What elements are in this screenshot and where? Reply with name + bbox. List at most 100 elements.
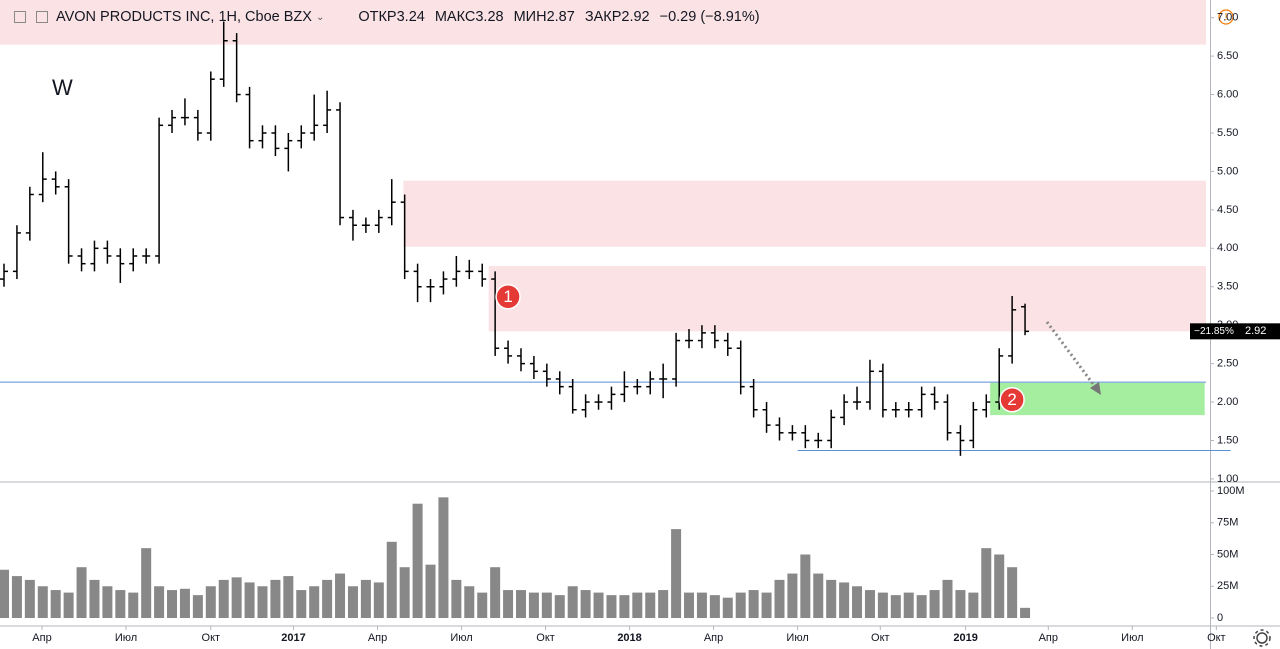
ohlc-bar: [568, 378, 577, 414]
y-tick-label: 2.50: [1217, 358, 1238, 370]
ohlc-bar: [155, 117, 164, 264]
ohlc-bar: [348, 209, 357, 241]
volume-bar: [89, 579, 100, 618]
x-tick-label: Июл: [786, 632, 808, 644]
ohlc-bar: [12, 225, 21, 280]
change: −0.29: [659, 9, 697, 25]
volume-bar: [994, 554, 1005, 618]
ohlc-bar: [387, 179, 396, 226]
y-tick-label: 4.50: [1217, 204, 1238, 216]
chevron[interactable]: ⌄: [315, 11, 325, 23]
volume-bar: [877, 592, 888, 618]
ohlc-bar: [529, 355, 538, 379]
volume-bar: [205, 586, 216, 618]
ohlc-bar: [840, 394, 849, 426]
ohlc-bar: [607, 386, 616, 410]
x-tick-label: 2019: [953, 632, 977, 644]
volume-bar: [619, 595, 630, 618]
volume-bar: [257, 586, 268, 618]
volume-bar: [748, 590, 759, 618]
volume-bar: [296, 590, 307, 618]
ohlc-bar: [581, 394, 590, 418]
ohlc-bar: [853, 386, 862, 410]
x-tick-label: Июл: [115, 632, 137, 644]
ohlc-bar: [478, 263, 487, 287]
ohlc-bar: [206, 71, 215, 141]
ohlc-bar: [491, 271, 500, 356]
settings-icon[interactable]: [1253, 629, 1271, 647]
high-label: МАКС: [434, 9, 476, 25]
ohlc-bar: [633, 378, 642, 395]
expand-icon[interactable]: [14, 11, 26, 23]
volume-bar: [503, 590, 514, 618]
ohlc-bar: [361, 217, 370, 233]
ohlc-bar: [193, 109, 202, 141]
volume-bar: [774, 579, 785, 618]
x-tick-label: 2017: [281, 632, 305, 644]
volume-bar: [373, 582, 384, 618]
volume-bar: [696, 592, 707, 618]
x-tick-label: Окт: [871, 632, 890, 644]
y-tick-label: 1.00: [1217, 473, 1238, 485]
volume-tick-label: 75M: [1217, 517, 1238, 529]
ohlc-bar: [659, 363, 668, 399]
volume-bar: [554, 595, 565, 618]
x-tick-label: Июл: [1121, 632, 1143, 644]
alert-icon[interactable]: [1218, 9, 1234, 25]
legend-header: AVON PRODUCTS INC, 1H, Cboe BZX ⌄ ОТКР 3.2…: [0, 4, 1210, 30]
volume-tick-label: 25M: [1217, 580, 1238, 592]
ohlc-bar: [116, 248, 125, 283]
forecast-arrow-head: [1090, 382, 1101, 395]
price-zone: [488, 265, 1206, 332]
high-value: 3.28: [475, 9, 504, 25]
ohlc-bar: [620, 371, 629, 403]
y-tick-label: 1.50: [1217, 434, 1238, 446]
ohlc-bar: [685, 329, 694, 349]
volume-bar: [231, 577, 242, 618]
volume-tick-label: 100M: [1217, 485, 1245, 497]
volume-bar: [942, 579, 953, 618]
volume-bar: [722, 597, 733, 618]
ohlc-bar: [323, 90, 332, 133]
ohlc-bar: [646, 371, 655, 395]
volume-bar: [761, 592, 772, 618]
y-tick-label: 4.00: [1217, 242, 1238, 254]
y-tick-label: 7.00: [1217, 12, 1238, 24]
volume-bar: [451, 579, 462, 618]
volume-bar: [438, 497, 449, 618]
volume-bar: [515, 590, 526, 618]
ohlc-bar: [697, 325, 706, 349]
volume-bar: [1020, 607, 1031, 618]
ohlc-bar: [930, 386, 939, 410]
volume-tick-label: 0: [1217, 612, 1223, 624]
volume-bar: [179, 588, 190, 618]
ohlc-bar: [775, 417, 784, 441]
volume-bar: [593, 592, 604, 618]
volume-bar: [412, 503, 423, 618]
ohlc-bar: [749, 378, 758, 418]
ohlc-bar: [90, 240, 99, 272]
ohlc-bar: [336, 102, 345, 226]
ohlc-bar: [516, 348, 525, 372]
y-tick-label: 2.00: [1217, 396, 1238, 408]
ohlc-bar: [542, 363, 551, 387]
ohlc-bar: [168, 109, 177, 133]
marker: [495, 283, 521, 310]
volume-bar: [283, 576, 294, 618]
ohlc-bar: [982, 394, 991, 418]
volume-bar: [890, 595, 901, 618]
compare-icon[interactable]: [36, 11, 48, 23]
volume-bar: [606, 595, 617, 618]
symbol-title[interactable]: AVON PRODUCTS INC, 1H, Cboe BZX: [56, 9, 312, 25]
ohlc-bar: [814, 432, 823, 449]
gear: [1256, 632, 1268, 644]
last-price-label: 2.92: [1245, 325, 1266, 337]
ohlc-bar: [232, 33, 241, 103]
ohlc-bar: [504, 340, 513, 364]
close-label: ЗАКР: [584, 9, 622, 25]
y-tick-label: 5.00: [1217, 165, 1238, 177]
ohlc-bar: [723, 332, 732, 356]
volume-bar: [167, 590, 178, 618]
ohlc-bar: [904, 402, 913, 418]
